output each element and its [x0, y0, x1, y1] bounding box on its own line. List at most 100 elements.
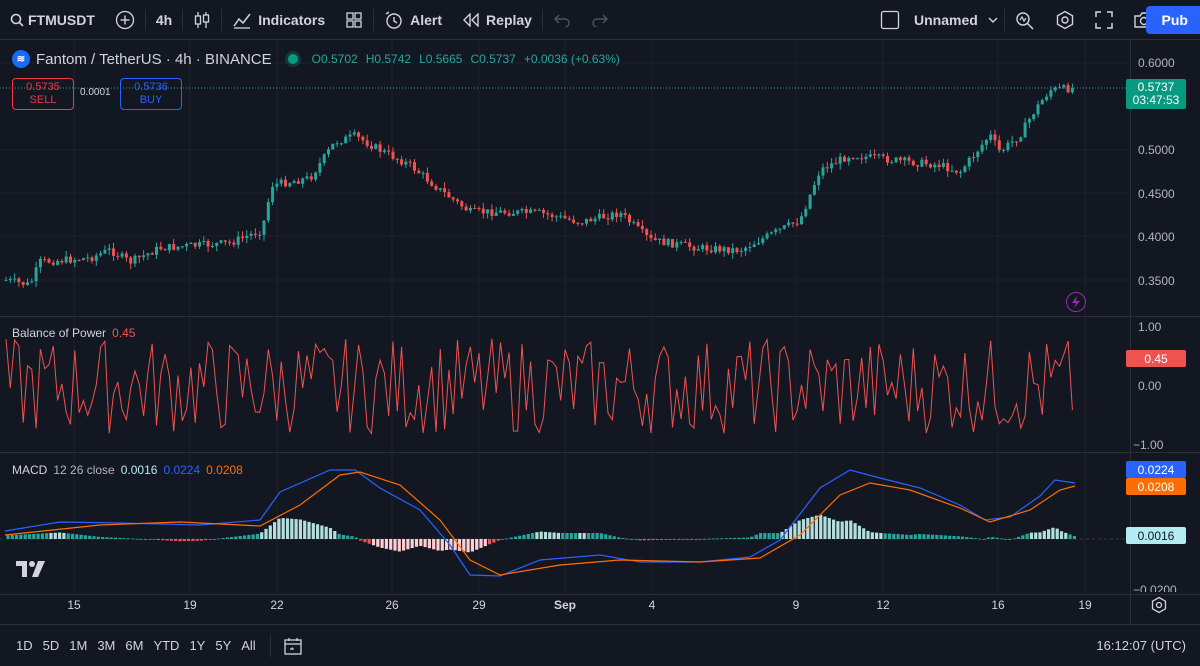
range-1y[interactable]: 1Y: [189, 638, 206, 653]
range-3m[interactable]: 3M: [97, 638, 116, 653]
macd-histogram-bar: [586, 533, 591, 539]
macd-histogram-bar: [642, 539, 646, 541]
macd-histogram-bar: [178, 539, 182, 542]
axis-settings-icon[interactable]: [1150, 596, 1168, 619]
interval-button[interactable]: 4h: [146, 0, 182, 40]
candle: [632, 219, 636, 225]
sell-price: 0.5735: [26, 81, 60, 93]
macd-histogram-bar: [832, 519, 836, 539]
symbol-label: FTMUSDT: [28, 11, 95, 28]
utc-clock[interactable]: 16:12:07 (UTC): [1096, 638, 1186, 653]
range-ytd[interactable]: YTD: [153, 638, 180, 653]
candle: [34, 261, 38, 288]
range-1d[interactable]: 1D: [16, 638, 33, 653]
last-price: 0.5737: [1137, 80, 1175, 94]
candle: [860, 153, 864, 164]
layouts-button[interactable]: [335, 0, 373, 40]
lightning-icon[interactable]: [1066, 292, 1086, 312]
candle: [589, 216, 593, 222]
fantom-logo-icon: ≋: [12, 50, 30, 68]
range-5y[interactable]: 5Y: [215, 638, 232, 653]
publish-button[interactable]: Pub: [1145, 6, 1200, 34]
range-all[interactable]: All: [241, 638, 256, 653]
goto-date-button[interactable]: [283, 636, 303, 656]
candle: [546, 209, 550, 220]
macd-histogram-bar: [535, 532, 539, 539]
undo-button[interactable]: [543, 0, 581, 40]
macd-histogram-bar: [36, 533, 40, 539]
fullscreen-icon: [1095, 11, 1113, 29]
macd-histogram-bar: [569, 533, 573, 539]
candle: [683, 238, 687, 243]
macd-histogram-bar: [565, 533, 569, 539]
pane-divider[interactable]: [0, 316, 1200, 317]
sell-button[interactable]: 0.5735 SELL: [12, 78, 74, 110]
candle: [185, 242, 189, 252]
macd-histogram-bar: [148, 539, 152, 540]
chevron-down-icon: [988, 17, 998, 23]
toolbar-divider: [144, 8, 146, 31]
macd-histogram-bar: [389, 539, 393, 550]
candle: [1027, 117, 1031, 129]
candle: [245, 230, 249, 244]
macd-histogram-bar: [776, 533, 780, 539]
macd-histogram-bar: [952, 535, 956, 539]
range-1m[interactable]: 1M: [69, 638, 88, 653]
macd-histogram-bar: [268, 525, 272, 539]
layout-checkbox[interactable]: [880, 0, 908, 40]
macd-histogram-bar: [655, 539, 659, 540]
toolbar-divider: [373, 8, 375, 31]
candle: [395, 158, 399, 164]
candle: [481, 202, 485, 219]
alert-button[interactable]: Alert: [374, 0, 452, 40]
candle: [133, 253, 137, 268]
buy-button[interactable]: 0.5736 BUY: [120, 78, 182, 110]
candle: [714, 242, 717, 255]
fullscreen-button[interactable]: [1085, 0, 1123, 40]
macd-histogram-bar: [784, 529, 788, 539]
candle: [159, 241, 163, 251]
compare-button[interactable]: [105, 0, 145, 40]
macd-histogram-bar: [986, 537, 990, 539]
chart-type-button[interactable]: [183, 0, 221, 40]
macd-histogram-bar: [840, 521, 844, 539]
candle: [1062, 83, 1066, 89]
candle: [520, 207, 524, 214]
layout-name-dropdown[interactable]: Unnamed: [908, 0, 1004, 40]
candle: [314, 171, 318, 182]
symbol-search[interactable]: FTMUSDT: [0, 0, 105, 40]
tradingview-logo-icon[interactable]: [16, 561, 46, 582]
bar-countdown: 03:47:53: [1132, 93, 1180, 107]
macd-legend[interactable]: MACD 12 26 close 0.0016 0.0224 0.0208: [12, 463, 243, 477]
macd-histogram-bar: [212, 539, 216, 540]
indicators-button[interactable]: Indicators: [222, 0, 335, 40]
symbol-title[interactable]: Fantom / TetherUS · 4h · BINANCE: [36, 50, 272, 68]
candle: [937, 159, 941, 172]
settings-button[interactable]: [1045, 0, 1085, 40]
candle: [404, 158, 408, 168]
macd-histogram-bar: [737, 537, 741, 539]
macd-histogram-bar: [526, 533, 530, 539]
bop-value-tag: 0.45: [1126, 350, 1186, 367]
macd-histogram-bar: [965, 537, 969, 539]
magic-search-icon: [1016, 12, 1034, 30]
range-5d[interactable]: 5D: [42, 638, 60, 653]
bop-legend[interactable]: Balance of Power 0.45: [12, 326, 135, 340]
pane-divider[interactable]: [0, 452, 1200, 453]
macd-histogram-bar: [578, 533, 582, 539]
redo-button[interactable]: [581, 0, 619, 40]
macd-histogram-bar: [728, 538, 732, 539]
candle: [382, 148, 386, 154]
chart-canvas[interactable]: [0, 40, 1130, 624]
macd-histogram-bar: [599, 533, 603, 539]
macd-histogram-bar: [32, 533, 36, 539]
range-6m[interactable]: 6M: [125, 638, 144, 653]
candle: [1032, 113, 1036, 122]
macd-histogram-bar: [1068, 534, 1072, 539]
quick-search-button[interactable]: [1005, 0, 1045, 40]
macd-histogram-bar: [70, 533, 75, 539]
macd-histogram-bar: [1025, 533, 1029, 539]
macd-histogram-bar: [445, 539, 449, 551]
ohlc-high: H0.5742: [366, 52, 411, 66]
replay-button[interactable]: Replay: [452, 0, 542, 40]
